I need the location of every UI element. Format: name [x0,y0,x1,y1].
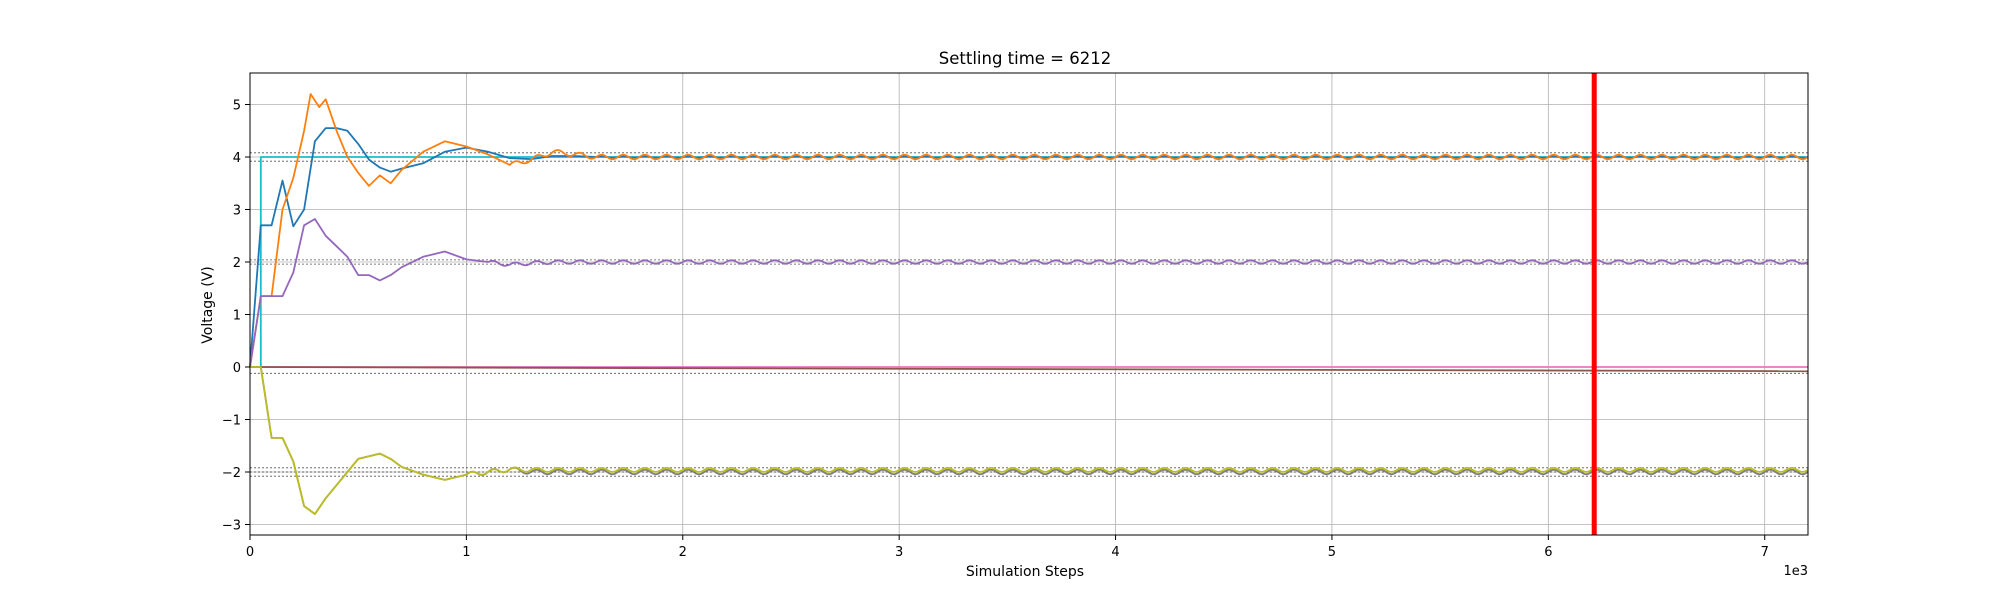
y-axis-label: Voltage (V) [200,266,216,343]
series-line [249,218,1809,368]
x-tick-label: 1 [462,545,470,560]
y-tick-label: −2 [222,466,241,481]
x-tick-label: 6 [1544,545,1552,560]
x-axis-label: Simulation Steps [966,564,1084,580]
y-tick-label: −3 [222,519,241,534]
chart-title: Settling time = 6212 [939,49,1112,68]
x-tick-label: 7 [1761,545,1769,560]
y-tick-label: 4 [233,151,241,166]
y-tick-label: 1 [233,309,241,324]
x-tick-label: 3 [895,545,903,560]
y-tick-label: 3 [233,204,241,219]
plot-frame [249,72,1809,536]
x-tick-label: 0 [246,545,254,560]
x-tick-label: 2 [679,545,687,560]
y-tick-label: −1 [222,414,241,429]
series-line [250,366,1809,515]
series-line [249,366,1809,373]
axis-ticks: 0 1 2 3 4 5 6 7 −3 −2 −1 0 1 2 3 4 5 [222,99,1769,561]
x-scale-label: 1e3 [1783,564,1808,579]
x-tick-label: 4 [1111,545,1119,560]
series-line [250,366,1809,515]
series-line [249,93,1809,368]
y-tick-label: 2 [233,256,241,271]
x-tick-label: 5 [1328,545,1336,560]
y-tick-label: 5 [233,99,241,114]
series-lines [249,93,1809,515]
y-tick-label: 0 [233,361,241,376]
